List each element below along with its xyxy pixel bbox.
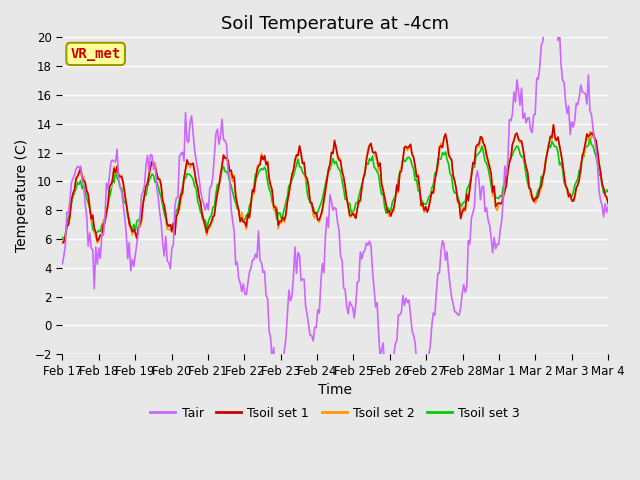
Title: Soil Temperature at -4cm: Soil Temperature at -4cm — [221, 15, 449, 33]
X-axis label: Time: Time — [318, 383, 352, 397]
Text: VR_met: VR_met — [70, 47, 121, 61]
Y-axis label: Temperature (C): Temperature (C) — [15, 139, 29, 252]
Legend: Tair, Tsoil set 1, Tsoil set 2, Tsoil set 3: Tair, Tsoil set 1, Tsoil set 2, Tsoil se… — [145, 402, 525, 424]
